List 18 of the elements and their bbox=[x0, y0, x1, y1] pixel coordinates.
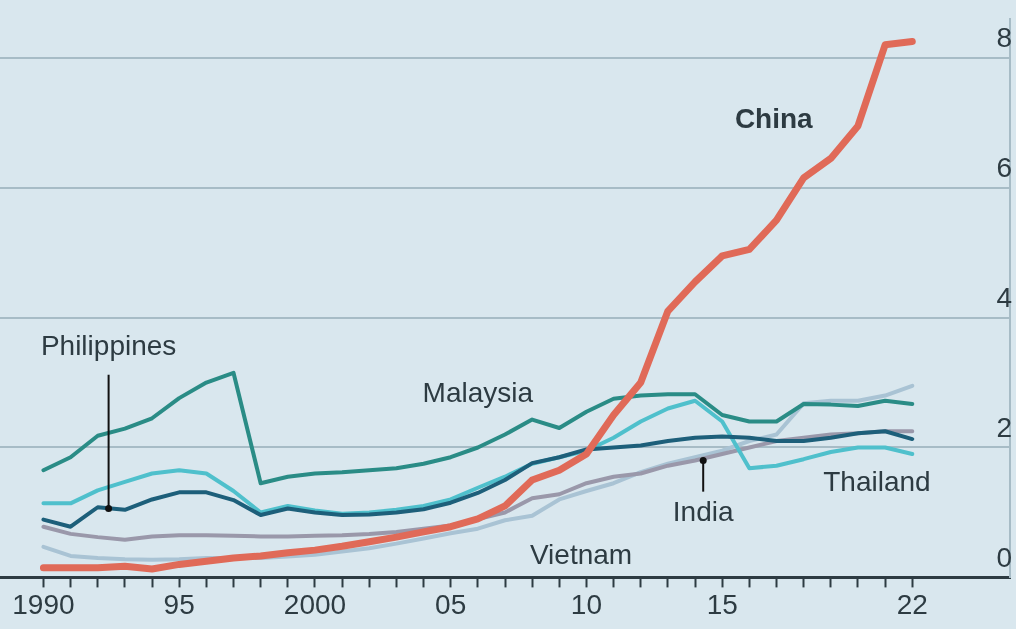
text: Philippines bbox=[40, 329, 177, 361]
x-tick-label: 05 bbox=[435, 588, 467, 620]
series-label: Malaysia bbox=[422, 376, 534, 408]
x-tick-label: 1990 bbox=[12, 588, 75, 620]
x-tick-label: 2000 bbox=[283, 588, 347, 620]
x-tick-label: 95 bbox=[163, 588, 195, 620]
y-tick-label: 4 bbox=[996, 282, 1012, 314]
y-tick-label: 0 bbox=[996, 542, 1012, 574]
x-tick-label: 15 bbox=[706, 588, 738, 620]
y-tick-label: 8 bbox=[996, 22, 1012, 54]
y-tick-label: 6 bbox=[996, 152, 1012, 184]
series-label: India bbox=[672, 496, 734, 528]
series-label: Thailand bbox=[823, 465, 931, 497]
x-tick-label: 22 bbox=[896, 588, 928, 620]
series-label: Vietnam bbox=[529, 539, 633, 571]
series-label: China bbox=[734, 102, 814, 134]
x-tick-label: 10 bbox=[570, 588, 603, 620]
y-tick-label: 2 bbox=[996, 412, 1012, 444]
